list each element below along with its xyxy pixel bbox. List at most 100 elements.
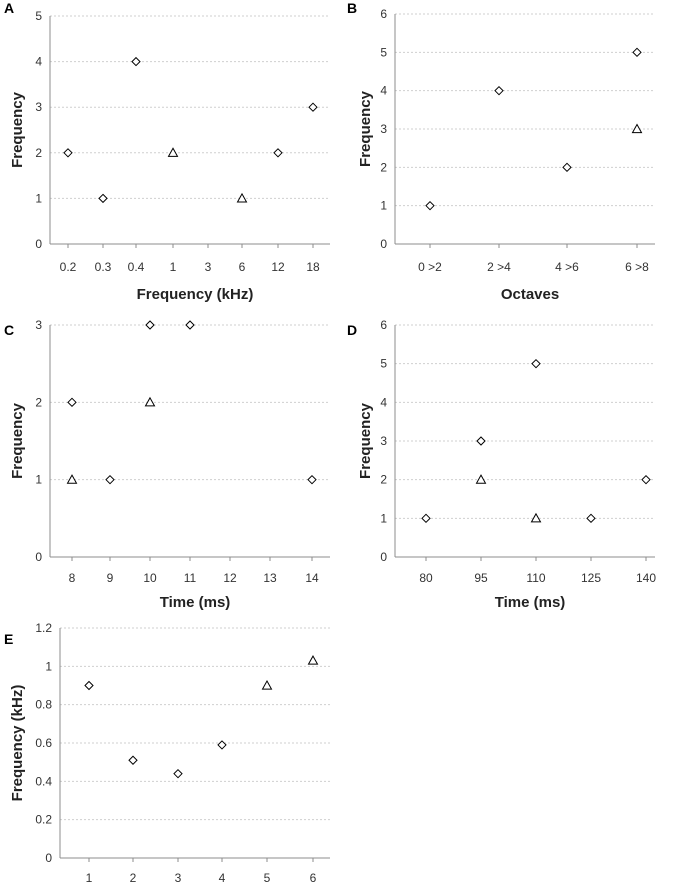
x-tick-label: 12 [271, 260, 285, 274]
x-tick-label: 3 [175, 871, 182, 884]
data-point-diamond [308, 102, 318, 112]
x-tick-label: 6 >8 [625, 260, 649, 274]
x-axis-title: Frequency (kHz) [137, 286, 254, 303]
data-point-triangle [144, 396, 156, 407]
y-tick-label: 4 [380, 395, 387, 409]
x-tick-label: 18 [306, 260, 320, 274]
data-point-diamond [185, 320, 195, 330]
x-tick-label: 2 >4 [487, 260, 511, 274]
x-tick-label: 5 [264, 871, 271, 884]
data-point-triangle [475, 474, 487, 484]
data-point-triangle [167, 147, 179, 157]
x-tick-label: 9 [107, 571, 114, 585]
data-point-diamond [173, 768, 183, 779]
y-tick-label: 0.6 [35, 736, 52, 750]
data-point-diamond [273, 148, 283, 158]
y-tick-label: 1 [45, 659, 52, 673]
x-tick-label: 11 [184, 571, 197, 585]
y-tick-label: 4 [35, 55, 42, 69]
y-axis-title: Frequency (kHz) [9, 685, 26, 802]
data-point-triangle [66, 474, 78, 484]
x-tick-label: 10 [143, 571, 157, 585]
x-tick-label: 14 [305, 571, 319, 585]
data-point-diamond [421, 513, 431, 524]
panel-letter-b: B [347, 0, 357, 16]
x-tick-label: 8 [69, 571, 76, 585]
data-point-diamond [307, 474, 317, 485]
data-point-diamond [105, 474, 115, 485]
x-tick-label: 0 >2 [418, 260, 442, 274]
x-tick-label: 4 [219, 871, 226, 884]
data-point-triangle [307, 655, 319, 665]
data-point-diamond [641, 474, 651, 485]
x-tick-label: 0.2 [60, 260, 77, 274]
y-tick-label: 0.2 [35, 813, 52, 827]
x-tick-label: 110 [526, 571, 545, 585]
y-tick-label: 0 [35, 237, 42, 251]
data-point-diamond [217, 740, 227, 750]
x-tick-label: 4 >6 [555, 260, 579, 274]
x-tick-label: 125 [581, 571, 601, 585]
panel-letter-c: C [4, 322, 14, 338]
y-tick-label: 3 [35, 318, 42, 332]
chart-panel-d: D 0 1 2 3 4 5 6 80 95 110 125 140 Time (ms) Frequency [347, 318, 656, 611]
x-tick-label: 80 [419, 571, 433, 585]
y-tick-label: 0.8 [35, 698, 52, 712]
y-tick-label: 2 [35, 395, 42, 409]
y-tick-label: 1.2 [35, 621, 52, 635]
data-point-diamond [128, 755, 138, 765]
chart-panel-e: E 0 0.2 0.4 0.6 0.8 1 1.2 1 2 3 4 5 6 Frequency (kHz) [4, 621, 330, 884]
y-tick-label: 1 [35, 191, 42, 205]
x-tick-label: 6 [310, 871, 317, 884]
x-tick-label: 12 [223, 571, 237, 585]
y-tick-label: 3 [380, 122, 387, 136]
y-tick-label: 5 [380, 45, 387, 59]
y-tick-label: 1 [380, 511, 387, 525]
y-axis-title: Frequency [357, 90, 374, 167]
x-tick-label: 3 [205, 260, 212, 274]
x-tick-label: 0.4 [128, 260, 145, 274]
y-tick-label: 0 [45, 851, 52, 865]
chart-panel-b: B 0 1 2 3 4 5 6 0 >2 2 >4 4 >6 6 >8 Octaves Frequency [347, 0, 655, 303]
data-point-diamond [632, 47, 642, 58]
x-axis-title: Time (ms) [160, 594, 231, 611]
x-tick-label: 1 [86, 871, 93, 884]
x-tick-label: 0.3 [95, 260, 112, 274]
data-point-diamond [586, 513, 596, 524]
y-tick-label: 0 [380, 550, 387, 564]
y-tick-label: 0.4 [35, 774, 52, 788]
x-axis-title: Octaves [501, 286, 559, 303]
data-point-diamond [67, 397, 77, 408]
panel-letter-a: A [4, 0, 14, 16]
data-point-diamond [63, 148, 73, 158]
data-point-triangle [631, 123, 643, 134]
y-tick-label: 4 [380, 84, 387, 98]
x-tick-label: 2 [130, 871, 137, 884]
data-point-diamond [531, 358, 541, 369]
y-tick-label: 5 [35, 9, 42, 23]
y-tick-label: 2 [35, 146, 42, 160]
y-tick-label: 0 [380, 237, 387, 251]
data-point-triangle [261, 679, 273, 690]
y-axis-title: Frequency [9, 91, 26, 168]
panel-letter-d: D [347, 322, 357, 338]
data-point-diamond [476, 436, 486, 446]
data-point-diamond [98, 193, 108, 204]
y-tick-label: 0 [35, 550, 42, 564]
y-axis-title: Frequency [9, 402, 26, 479]
data-point-diamond [494, 85, 504, 96]
data-point-diamond [84, 680, 94, 691]
x-tick-label: 1 [170, 260, 177, 274]
data-point-diamond [131, 56, 141, 67]
x-axis-title: Time (ms) [495, 594, 566, 611]
x-tick-label: 95 [474, 571, 488, 585]
y-tick-label: 6 [380, 318, 387, 332]
y-tick-label: 2 [380, 160, 387, 174]
x-tick-label: 140 [636, 571, 656, 585]
y-tick-label: 5 [380, 357, 387, 371]
y-axis-title: Frequency [357, 402, 374, 479]
x-tick-label: 6 [239, 260, 246, 274]
data-point-diamond [425, 200, 435, 211]
